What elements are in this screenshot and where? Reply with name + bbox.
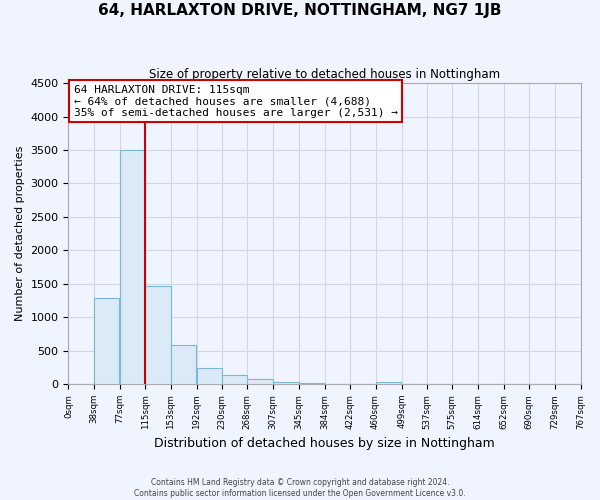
Title: Size of property relative to detached houses in Nottingham: Size of property relative to detached ho… (149, 68, 500, 80)
Text: 64, HARLAXTON DRIVE, NOTTINGHAM, NG7 1JB: 64, HARLAXTON DRIVE, NOTTINGHAM, NG7 1JB (98, 2, 502, 18)
Bar (170, 346, 196, 384)
Bar (247, 379, 273, 384)
Bar (197, 368, 222, 384)
Bar (274, 382, 299, 384)
Bar (120, 150, 145, 384)
Text: 64 HARLAXTON DRIVE: 115sqm
← 64% of detached houses are smaller (4,688)
35% of s: 64 HARLAXTON DRIVE: 115sqm ← 64% of deta… (74, 84, 398, 118)
Bar (145, 286, 170, 384)
X-axis label: Distribution of detached houses by size in Nottingham: Distribution of detached houses by size … (154, 437, 495, 450)
Text: Contains HM Land Registry data © Crown copyright and database right 2024.
Contai: Contains HM Land Registry data © Crown c… (134, 478, 466, 498)
Y-axis label: Number of detached properties: Number of detached properties (15, 146, 25, 322)
Bar (222, 376, 247, 384)
Bar (376, 382, 401, 384)
Bar (94, 298, 119, 384)
